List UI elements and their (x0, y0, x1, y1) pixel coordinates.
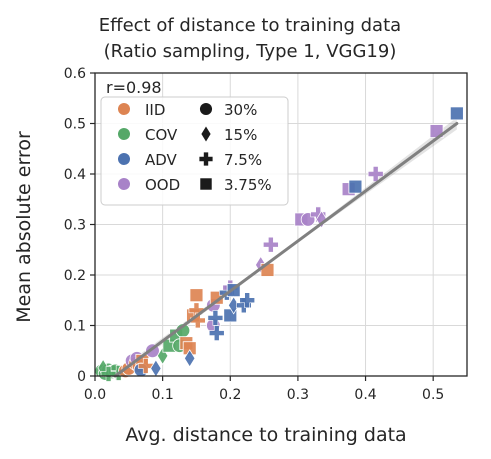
legend-box (100, 96, 289, 206)
legend-hue-swatch (118, 178, 130, 190)
legend-style-label: 15% (224, 126, 257, 144)
data-point (208, 325, 225, 341)
legend-style-label: 7.5% (224, 151, 262, 169)
data-point (183, 349, 196, 368)
y-axis-ticks: 0 0.1 0.2 0.3 0.4 0.5 0.6 (64, 66, 95, 385)
data-point (227, 296, 240, 315)
data-point (150, 359, 162, 378)
x-tick-label: 0.1 (152, 387, 174, 403)
legend-hue-label: ADV (145, 151, 178, 169)
legend: IID COV ADV OOD 30% 15% 7.5% 3.75% (100, 96, 289, 206)
data-point (100, 366, 117, 382)
legend-hue-swatch (118, 128, 130, 140)
data-point (189, 288, 204, 303)
x-axis-label: Avg. distance to training data (125, 424, 406, 446)
legend-style-marker (199, 102, 213, 116)
regression-line-path (113, 122, 459, 378)
chart-title-line-2: (Ratio sampling, Type 1, VGG19) (104, 41, 397, 62)
legend-style-label: 3.75% (224, 176, 272, 194)
y-tick-label: 0.2 (64, 268, 86, 284)
legend-hue-swatch (118, 153, 130, 165)
y-tick-label: 0.5 (64, 117, 86, 133)
correlation-annotation: r=0.98 (106, 78, 162, 97)
regression-line (113, 122, 459, 378)
y-axis-label: Mean absolute error (13, 131, 35, 323)
legend-hue-swatch (118, 103, 130, 115)
chart-title: Effect of distance to training data (Rat… (99, 15, 401, 62)
legend-style-marker (200, 178, 212, 190)
legend-style-marker (199, 152, 213, 166)
x-tick-label: 0.5 (422, 387, 444, 403)
legend-hue-label: IID (145, 101, 165, 119)
x-axis-ticks: 0.0 0.1 0.2 0.3 0.4 0.5 (84, 376, 444, 403)
y-tick-label: 0.4 (64, 167, 86, 183)
data-point (190, 312, 206, 329)
legend-style-marker (201, 126, 211, 142)
chart-title-line-1: Effect of distance to training data (99, 15, 401, 36)
x-tick-label: 0.0 (84, 387, 106, 403)
data-point (449, 106, 464, 121)
legend-hue-label: COV (145, 126, 178, 144)
legend-style-label: 30% (224, 101, 257, 119)
y-tick-label: 0.1 (64, 319, 86, 335)
x-tick-label: 0.4 (354, 387, 376, 403)
data-point (348, 179, 363, 194)
x-tick-label: 0.2 (219, 387, 241, 403)
y-tick-label: 0.3 (64, 218, 86, 234)
y-tick-label: 0.6 (64, 66, 86, 82)
x-tick-label: 0.3 (287, 387, 309, 403)
data-point (137, 358, 154, 374)
data-point (263, 236, 279, 253)
data-point (239, 292, 255, 309)
legend-hue-label: OOD (145, 176, 180, 194)
y-tick-label: 0 (77, 369, 86, 385)
